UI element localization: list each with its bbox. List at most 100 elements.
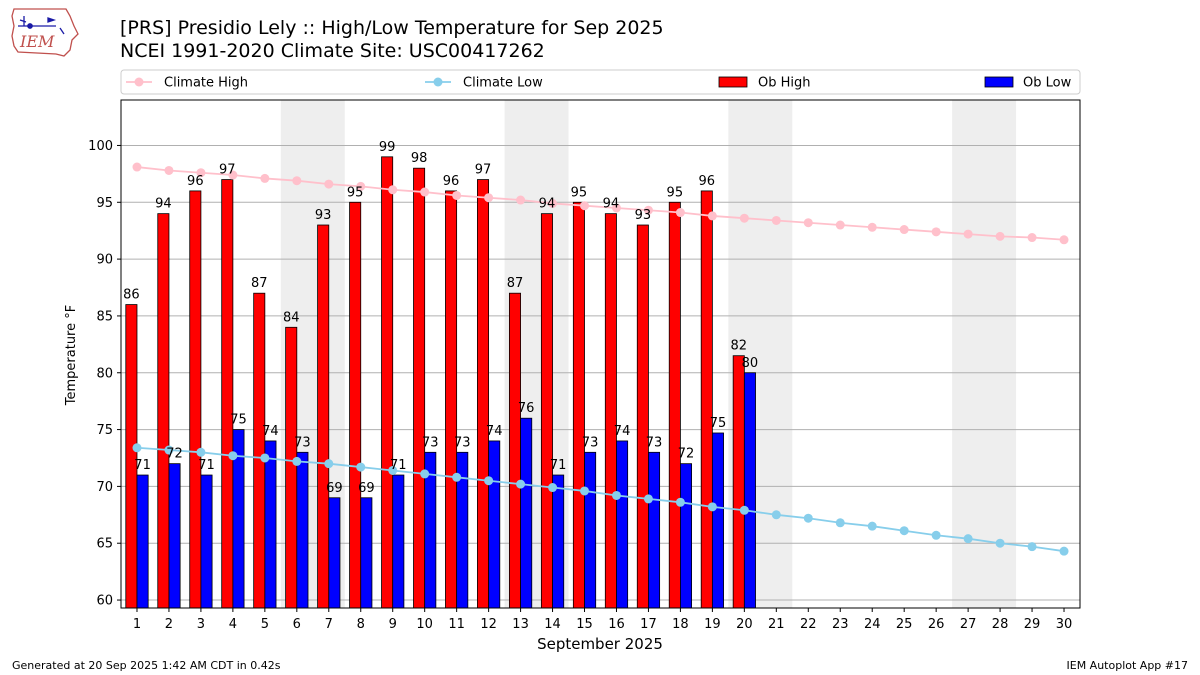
ob-high-label: 93 (635, 208, 652, 223)
ob-low-bar (392, 474, 405, 609)
climate-high-point (867, 222, 877, 232)
ob-high-bar (636, 224, 649, 609)
climate-high-point (931, 227, 941, 237)
x-tick-label: 20 (736, 617, 753, 632)
climate-low-line (136, 446, 1065, 553)
ob-high-label: 95 (571, 185, 588, 200)
legend-box (120, 69, 1081, 95)
climate-high-point (484, 193, 494, 203)
ob-low-bar (520, 417, 533, 609)
climate-low-point (580, 486, 590, 496)
x-tick-label: 2 (165, 617, 173, 632)
ob-high-label: 96 (187, 174, 204, 189)
climate-high-point (196, 168, 206, 178)
x-tick-label: 6 (293, 617, 301, 632)
ob-high-label: 86 (123, 288, 140, 303)
climate-high-point (803, 218, 813, 228)
ob-high-label: 82 (730, 339, 747, 354)
climate-high-point (292, 176, 302, 186)
ob-low-bar (648, 451, 661, 609)
climate-low-point (1027, 542, 1037, 552)
x-tick-label: 22 (800, 617, 817, 632)
x-tick-label: 3 (197, 617, 205, 632)
y-tick-label: 80 (96, 366, 113, 381)
climate-high-point (963, 229, 973, 239)
ob-high-label: 97 (219, 163, 236, 178)
x-tick-label: 12 (480, 617, 497, 632)
climate-low-point (228, 451, 238, 461)
ob-high-label: 96 (443, 174, 460, 189)
chart-subtitle: NCEI 1991-2020 Climate Site: USC00417262 (120, 40, 545, 62)
climate-high-point (516, 195, 526, 205)
ob-low-label: 75 (230, 413, 247, 428)
climate-low-point (739, 505, 749, 515)
x-tick-label: 28 (992, 617, 1009, 632)
climate-low-point (132, 443, 142, 453)
generated-timestamp: Generated at 20 Sep 2025 1:42 AM CDT in … (12, 659, 281, 672)
climate-low-point (196, 447, 206, 457)
climate-high-line (136, 166, 1065, 241)
x-tick-label: 9 (389, 617, 397, 632)
ob-high-label: 93 (315, 208, 332, 223)
ob-low-bar (488, 440, 501, 609)
legend-ob-high-label: Ob High (758, 76, 811, 91)
y-tick-label: 65 (96, 537, 113, 552)
legend: Climate High Climate Low Ob High Ob Low (120, 69, 1081, 95)
ob-low-bar (136, 474, 149, 609)
climate-low-point (995, 538, 1005, 548)
climate-low-point (324, 459, 334, 469)
ob-high-bar (508, 292, 521, 609)
climate-low-point (867, 521, 877, 531)
x-tick-label: 24 (864, 617, 881, 632)
ob-high-label: 84 (283, 310, 300, 325)
climate-low-point (1059, 546, 1069, 556)
ob-low-bar (584, 451, 597, 609)
ob-low-bar (168, 463, 181, 609)
ob-low-label: 74 (262, 424, 279, 439)
ob-low-label: 80 (742, 356, 759, 371)
climate-lines (132, 162, 1069, 556)
ob-high-bar (540, 213, 553, 609)
ob-low-bar (711, 432, 724, 609)
climate-low-point (484, 476, 494, 486)
legend-ob-high-swatch (718, 76, 748, 88)
climate-high-point (388, 185, 398, 195)
climate-high-point (771, 215, 781, 225)
ob-low-label: 73 (294, 435, 311, 450)
climate-low-point (707, 502, 717, 512)
ob-low-label: 74 (614, 424, 631, 439)
x-tick-label: 8 (357, 617, 365, 632)
ob-low-label: 69 (358, 481, 375, 496)
climate-high-point (132, 162, 142, 172)
ob-low-label: 69 (326, 481, 343, 496)
legend-climate-low-label: Climate Low (463, 76, 543, 91)
climate-high-point (228, 170, 238, 180)
app-credit: IEM Autoplot App #17 (1066, 659, 1189, 672)
chart-title: [PRS] Presidio Lely :: High/Low Temperat… (120, 17, 664, 39)
ob-high-bar (125, 304, 138, 609)
ob-low-label: 71 (550, 458, 567, 473)
climate-low-point (771, 510, 781, 520)
x-tick-label: 1 (133, 617, 141, 632)
x-tick-label: 16 (608, 617, 625, 632)
ob-high-bar (668, 201, 681, 609)
ob-low-bar (360, 497, 373, 609)
climate-low-point (452, 472, 462, 482)
y-tick-label: 85 (96, 309, 113, 324)
ob-high-bar (189, 190, 202, 609)
y-tick-label: 60 (96, 594, 113, 609)
climate-low-point (963, 534, 973, 544)
x-tick-label: 11 (448, 617, 465, 632)
ob-low-label: 71 (390, 458, 407, 473)
ob-low-label: 74 (486, 424, 503, 439)
ob-high-label: 95 (667, 185, 684, 200)
ob-high-bar (157, 213, 170, 609)
y-tick-label: 90 (96, 253, 113, 268)
ob-high-bar (700, 190, 713, 609)
climate-high-point (899, 225, 909, 235)
x-tick-label: 30 (1056, 617, 1073, 632)
ob-high-bar (477, 179, 490, 609)
ob-high-bar (445, 190, 458, 609)
